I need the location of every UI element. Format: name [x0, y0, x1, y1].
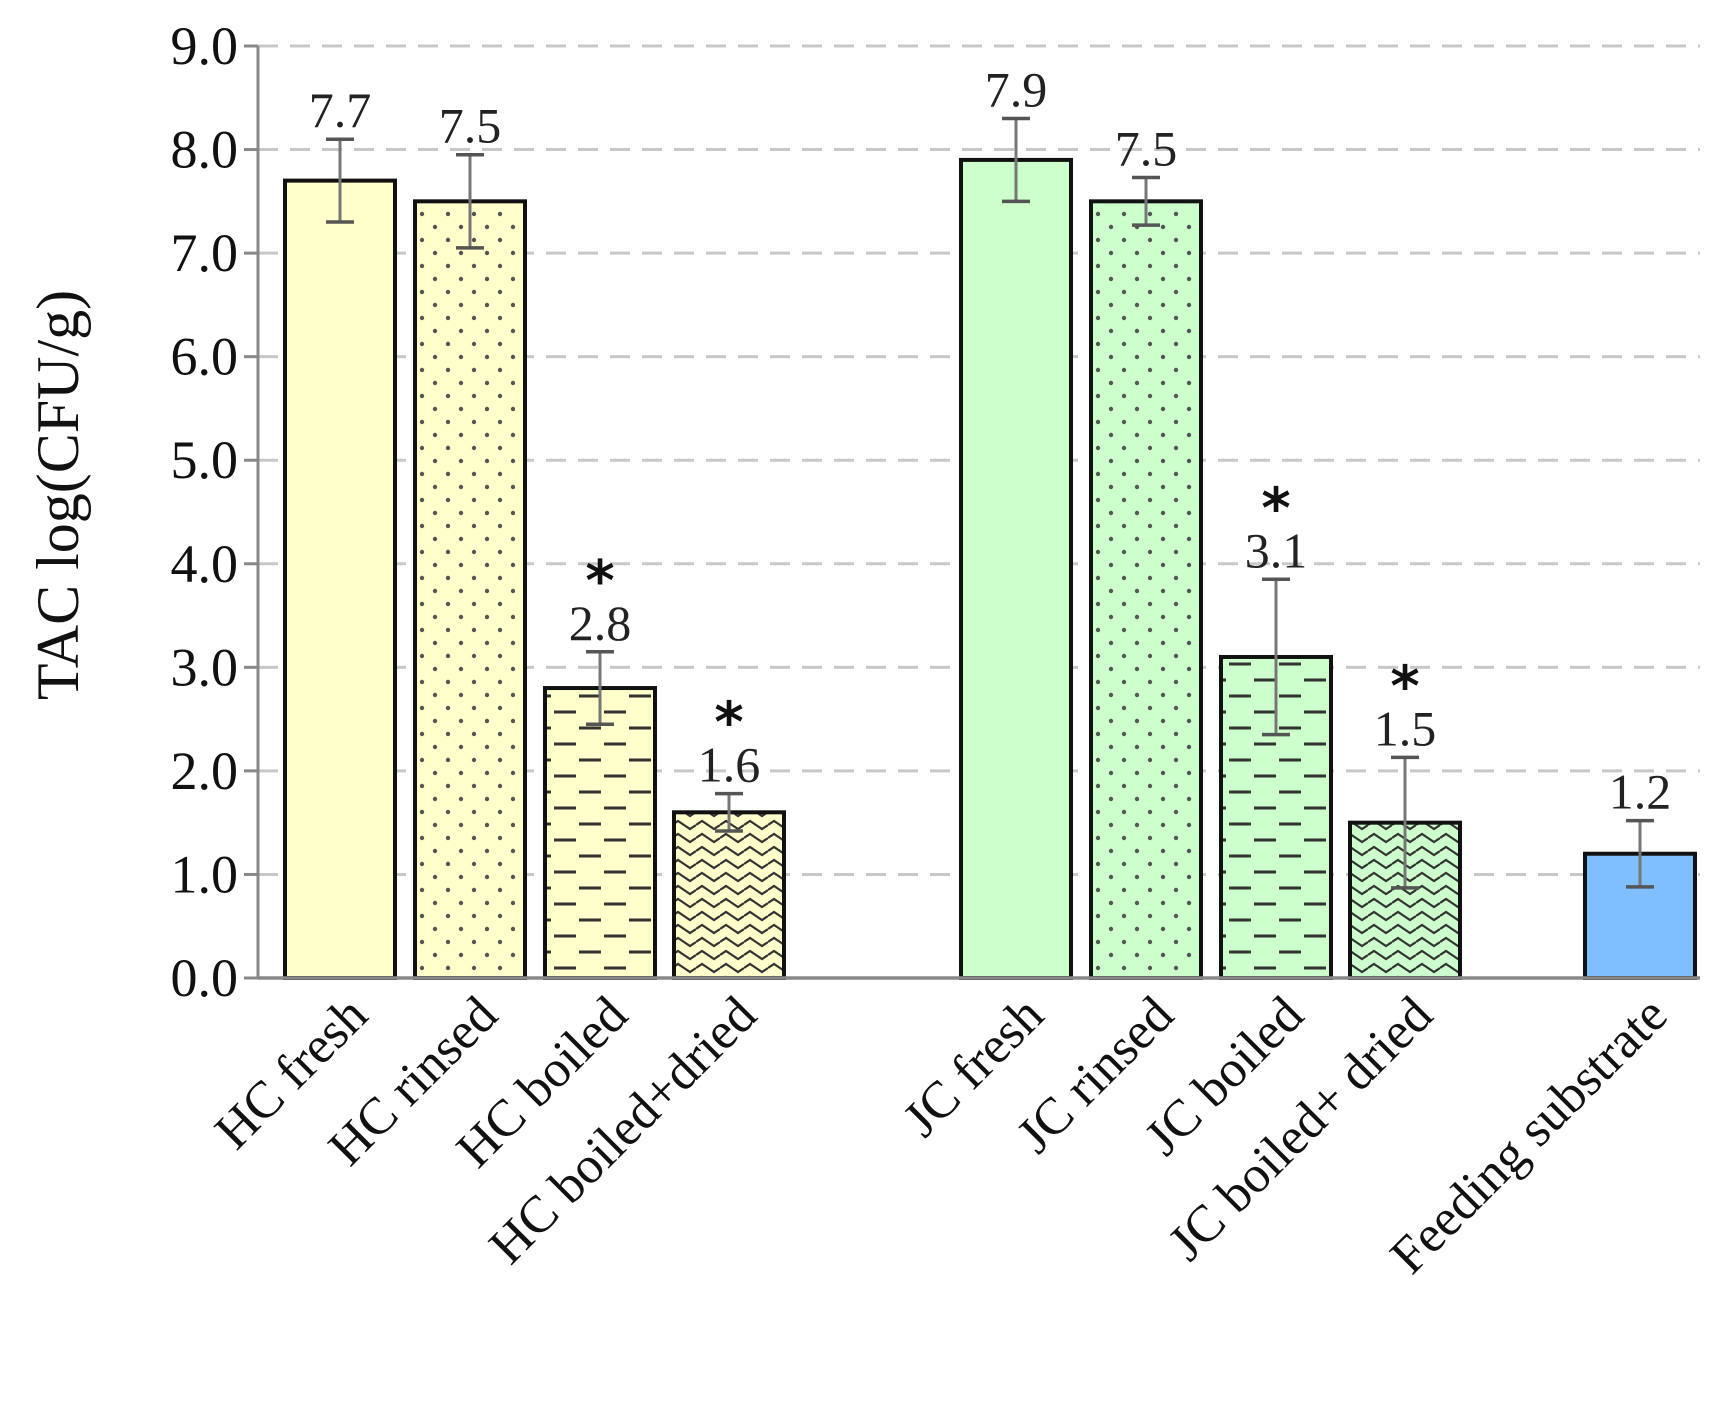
y-tick-label: 0.0	[171, 948, 239, 1008]
data-label: 7.5	[1115, 121, 1178, 177]
error-bar	[715, 791, 743, 833]
bar	[285, 180, 395, 979]
error-bar	[1002, 116, 1030, 204]
y-tick-label: 3.0	[171, 637, 239, 697]
y-tick-label: 8.0	[171, 120, 239, 180]
bar-pattern	[415, 201, 525, 979]
error-bar	[1262, 577, 1290, 737]
y-tick-label: 1.0	[171, 844, 239, 904]
significance-marker: *	[714, 691, 743, 756]
error-bar	[1626, 818, 1654, 889]
data-label: 2.8	[569, 595, 632, 651]
y-tick-label: 2.0	[171, 741, 239, 801]
bar-pattern	[545, 688, 655, 978]
significance-marker: *	[1390, 654, 1419, 719]
error-bar	[586, 650, 614, 727]
bar	[961, 159, 1071, 978]
error-bar	[1132, 175, 1160, 227]
data-label: 1.6	[698, 737, 761, 793]
data-label: 7.5	[439, 98, 502, 154]
error-bar	[456, 152, 484, 250]
data-label: 7.9	[985, 61, 1048, 117]
significance-marker: *	[585, 549, 614, 614]
data-label: 7.7	[309, 82, 372, 138]
y-tick-label: 4.0	[171, 534, 239, 594]
y-axis-title: TAC log(CFU/g)	[25, 290, 91, 700]
data-label: 1.5	[1374, 700, 1437, 756]
error-bar	[326, 137, 354, 224]
y-tick-label: 6.0	[171, 327, 239, 387]
bar-pattern	[674, 812, 784, 978]
y-tick-label: 5.0	[171, 430, 239, 490]
error-bar	[1391, 755, 1419, 890]
data-label: 3.1	[1245, 522, 1308, 578]
bar-pattern	[1091, 201, 1201, 979]
y-tick-label: 9.0	[171, 16, 239, 76]
y-tick-label: 7.0	[171, 223, 239, 283]
data-label: 1.2	[1609, 764, 1672, 820]
significance-marker: *	[1261, 476, 1290, 541]
